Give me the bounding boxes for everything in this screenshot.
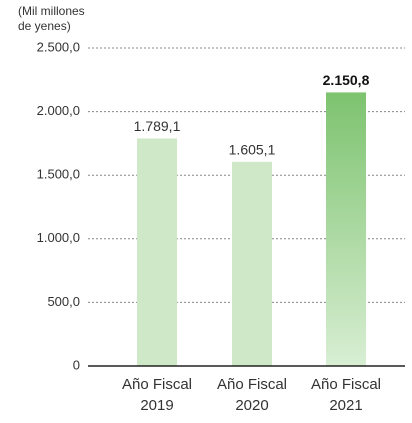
x-tick-label: 2021 (329, 397, 362, 414)
x-tick-label: Año Fiscal (217, 376, 287, 393)
y-axis-label: (Mil millones (18, 4, 85, 18)
x-tick-label: 2019 (140, 397, 173, 414)
bar (326, 92, 366, 366)
x-tick-label: Año Fiscal (122, 376, 192, 393)
y-axis-label: de yenes) (18, 19, 71, 33)
x-tick-label: Año Fiscal (311, 376, 381, 393)
y-tick-label: 1.500,0 (37, 167, 80, 182)
y-tick-label: 2.000,0 (37, 103, 80, 118)
y-tick-label: 500,0 (47, 294, 80, 309)
bar (137, 138, 177, 366)
value-label: 1.605,1 (229, 142, 276, 158)
value-label: 2.150,8 (323, 72, 370, 88)
y-tick-label: 1.000,0 (37, 230, 80, 245)
x-tick-label: 2020 (235, 397, 268, 414)
y-tick-label: 0 (73, 357, 80, 372)
bar (232, 161, 272, 366)
value-label: 1.789,1 (134, 118, 181, 134)
y-tick-label: 2.500,0 (37, 39, 80, 54)
